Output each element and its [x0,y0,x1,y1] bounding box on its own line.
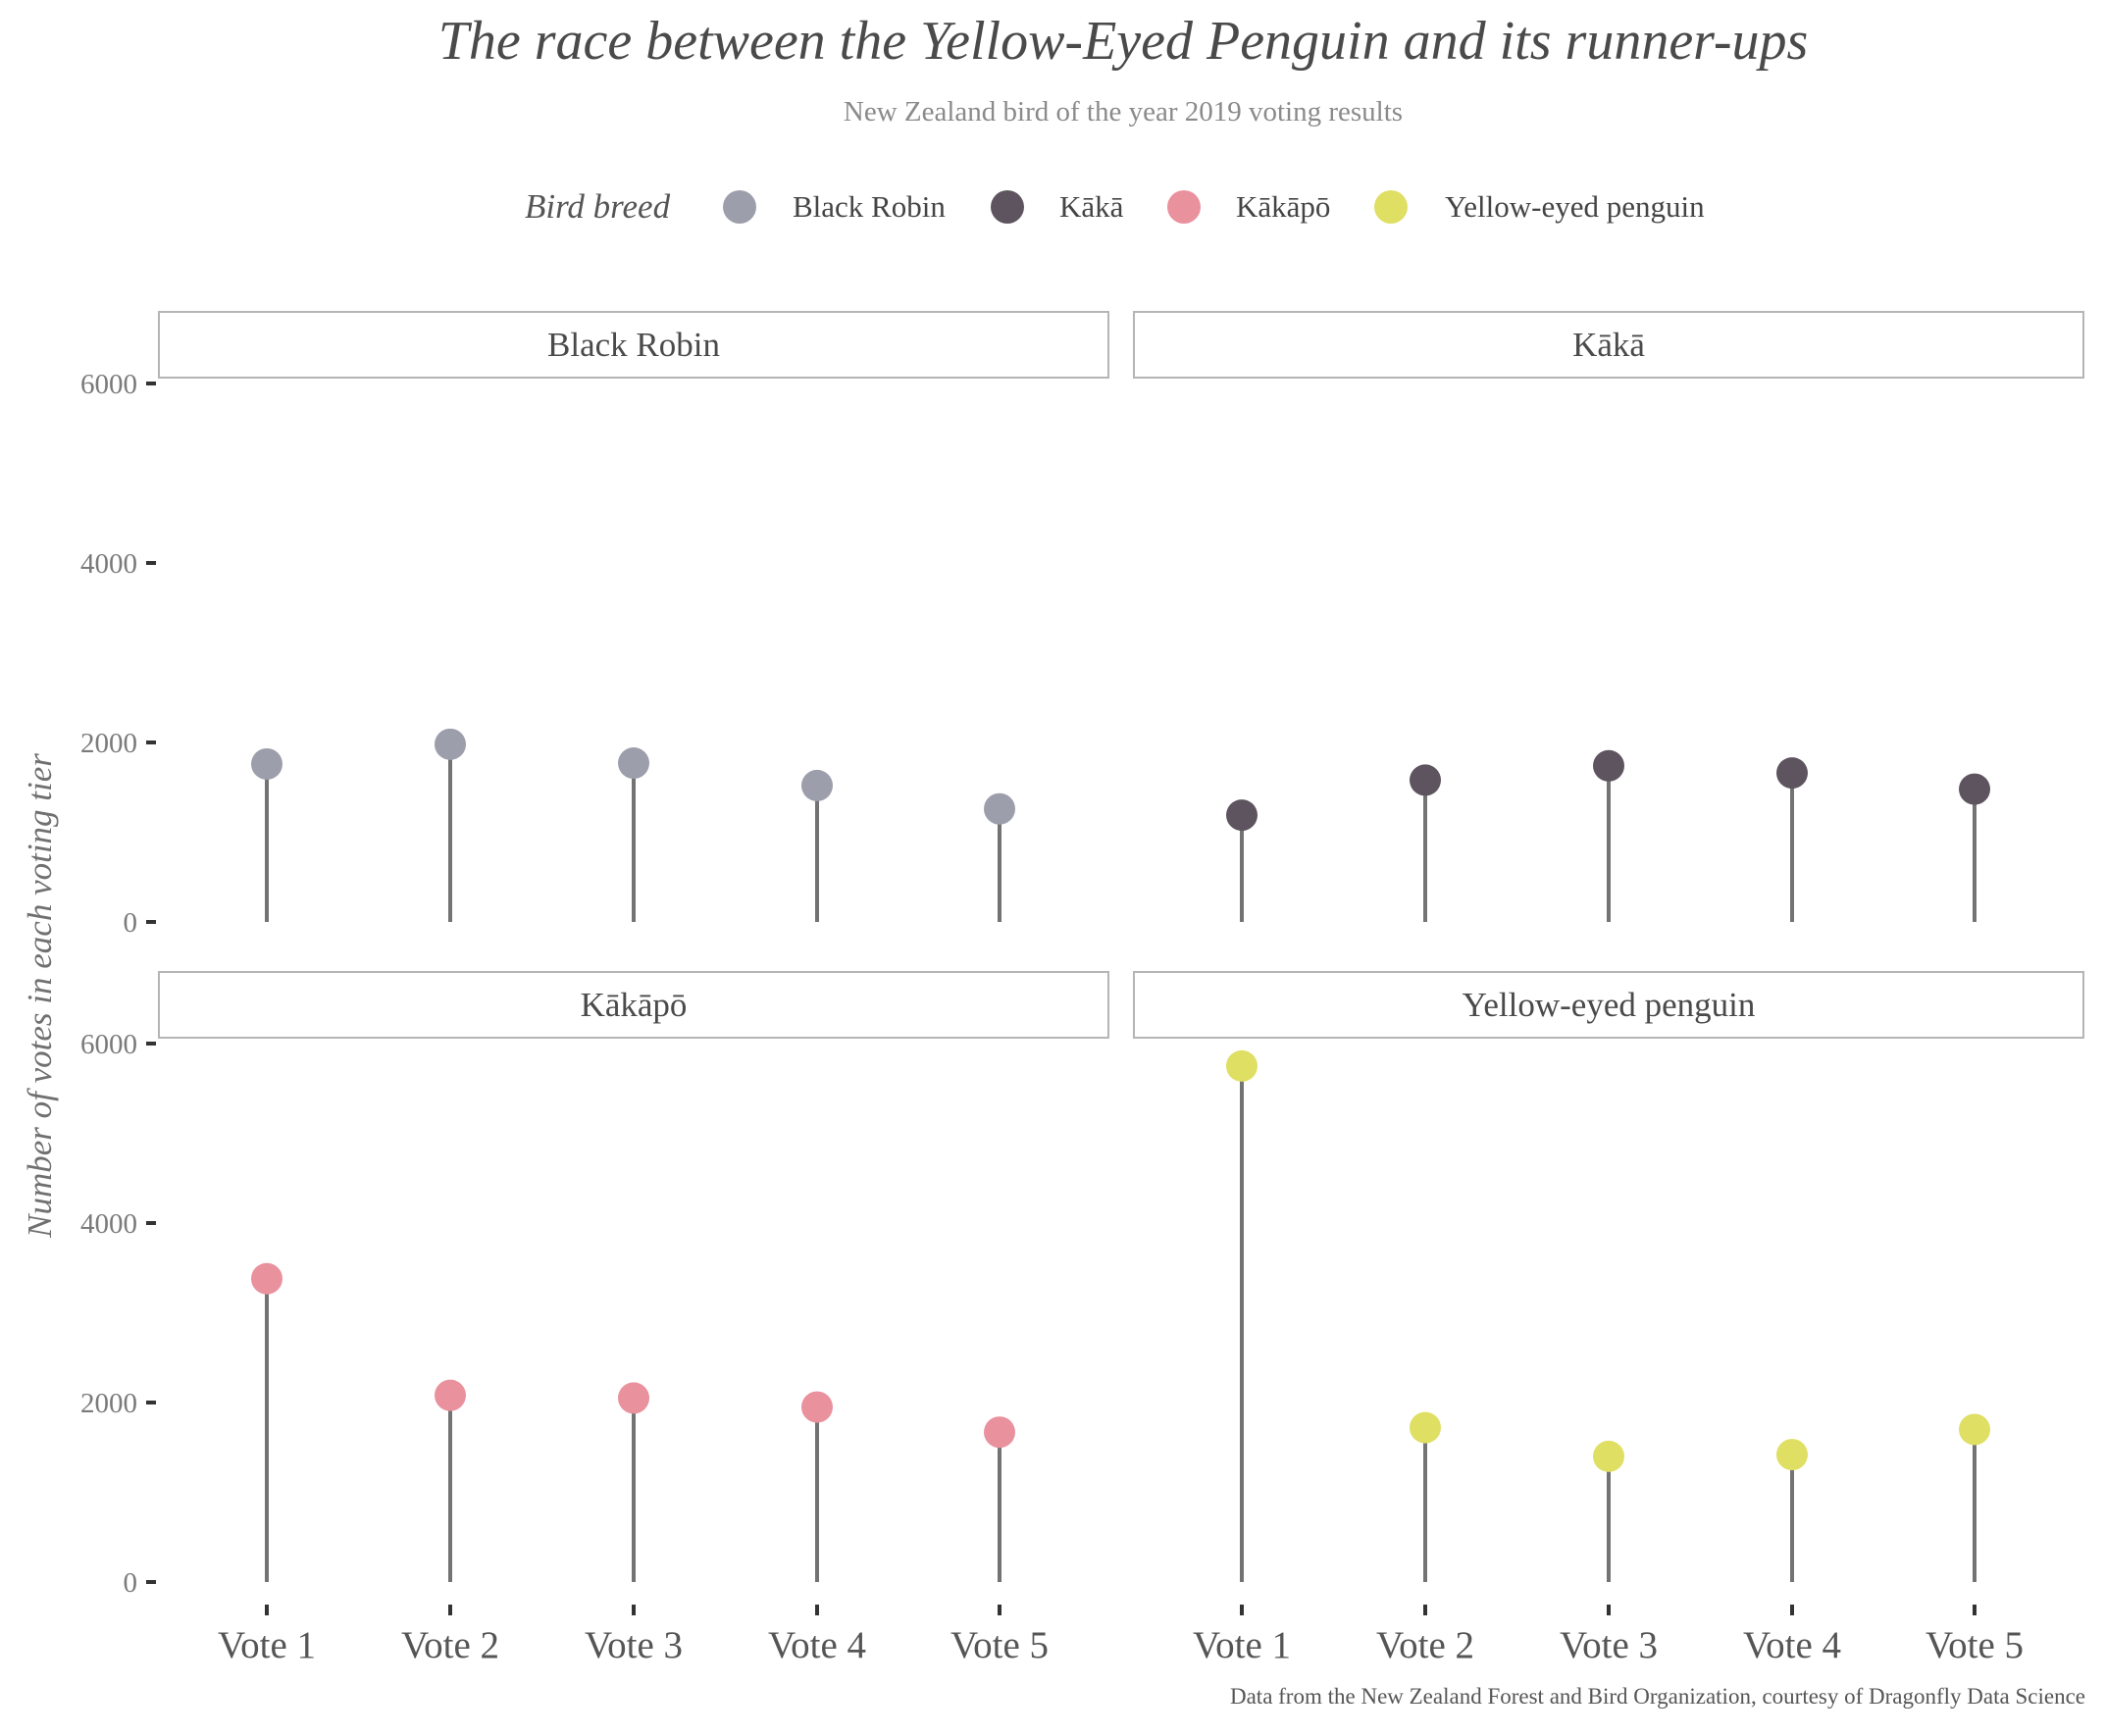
lollipop-point-2-1 [435,1379,466,1411]
legend-marker-0 [723,190,756,224]
x-tick-label-2-2: Vote 3 [585,1624,683,1666]
lollipop-point-2-2 [618,1382,649,1414]
x-tick-label-2-3: Vote 4 [768,1624,866,1666]
y-axis-label: Number of votes in each voting tier [21,753,59,1239]
facet-strip-label-3: Yellow-eyed penguin [1463,986,1756,1024]
facet-strip-label-1: Kākā [1572,326,1645,364]
facet-panel-3: Yellow-eyed penguin Vote 1 Vote 2 Vote 3 Vot… [1133,971,2084,1666]
lollipop-point-1-1 [1410,764,1441,796]
y-tick-label-0-1: 2000 [80,728,137,759]
facet-strip-label-2: Kākāpō [581,986,688,1024]
lollipop-point-0-3 [801,769,833,801]
lollipop-point-2-3 [801,1391,833,1423]
y-tick-label-2-2: 4000 [80,1208,137,1240]
facet-strip-0 [158,311,1109,379]
y-tick-label-2-3: 6000 [80,1029,137,1060]
legend-label-3: Yellow-eyed penguin [1445,189,1705,224]
facet-strip-3 [1133,971,2084,1039]
x-tick-label-3-0: Vote 1 [1193,1624,1291,1666]
legend-title: Bird breed [525,187,671,226]
lollipop-point-3-1 [1410,1411,1441,1444]
facet-strip-label-0: Black Robin [547,326,720,364]
x-tick-label-2-4: Vote 5 [950,1624,1049,1666]
y-tick-label-2-1: 2000 [80,1388,137,1419]
lollipop-point-0-2 [618,747,649,780]
lollipop-point-3-0 [1226,1049,1258,1082]
facet-strip-2 [158,971,1109,1039]
facet-strip-1 [1133,311,2084,379]
y-tick-label-0-3: 6000 [80,369,137,400]
y-tick-label-0-0: 0 [124,907,138,939]
lollipop-point-1-4 [1959,773,1990,805]
y-tick-label-0-2: 4000 [80,548,137,580]
legend-marker-3 [1374,190,1408,224]
x-tick-label-3-3: Vote 4 [1743,1624,1841,1666]
facet-panel-0: Black Robin 0 2000 4000 6000 [80,311,1109,939]
lollipop-point-0-4 [984,792,1015,825]
legend-label-2: Kākāpō [1236,189,1330,224]
lollipop-point-1-2 [1593,749,1624,782]
x-tick-label-2-0: Vote 1 [218,1624,316,1666]
chart-title: The race between the Yellow-Eyed Penguin… [438,11,1809,72]
x-tick-label-3-1: Vote 2 [1376,1624,1474,1666]
legend-label-1: Kākā [1059,189,1124,224]
legend: Black Robin Kākā Kākāpō Yellow-eyed penguin [723,189,1705,224]
facet-panel-2: Kākāpō 0 2000 4000 6000 Vote 1 Vote 2 Vote 3 Vot… [80,971,1109,1666]
legend-label-0: Black Robin [793,189,946,224]
legend-marker-1 [991,190,1024,224]
x-tick-label-2-1: Vote 2 [401,1624,499,1666]
lollipop-point-1-3 [1776,757,1808,790]
lollipop-point-2-4 [984,1416,1015,1449]
lollipop-point-0-0 [251,747,282,780]
facet-panel-1: Kākā [1133,311,2084,922]
chart-subtitle: New Zealand bird of the year 2019 voting… [844,96,1403,128]
lollipop-point-3-4 [1959,1413,1990,1446]
lollipop-point-2-0 [251,1262,282,1295]
lollipop-point-0-1 [435,728,466,760]
lollipop-point-1-0 [1226,799,1258,832]
chart-caption: Data from the New Zealand Forest and Bir… [1230,1684,2085,1709]
x-tick-label-3-4: Vote 5 [1925,1624,2024,1666]
lollipop-point-3-3 [1776,1439,1808,1471]
facet-panels: Black Robin 0 2000 4000 6000 Kākā Kākāpō 0 2000 4… [80,311,2084,1666]
y-tick-label-2-0: 0 [124,1567,138,1599]
x-tick-label-3-2: Vote 3 [1560,1624,1658,1666]
legend-marker-2 [1167,190,1201,224]
lollipop-point-3-2 [1593,1440,1624,1472]
